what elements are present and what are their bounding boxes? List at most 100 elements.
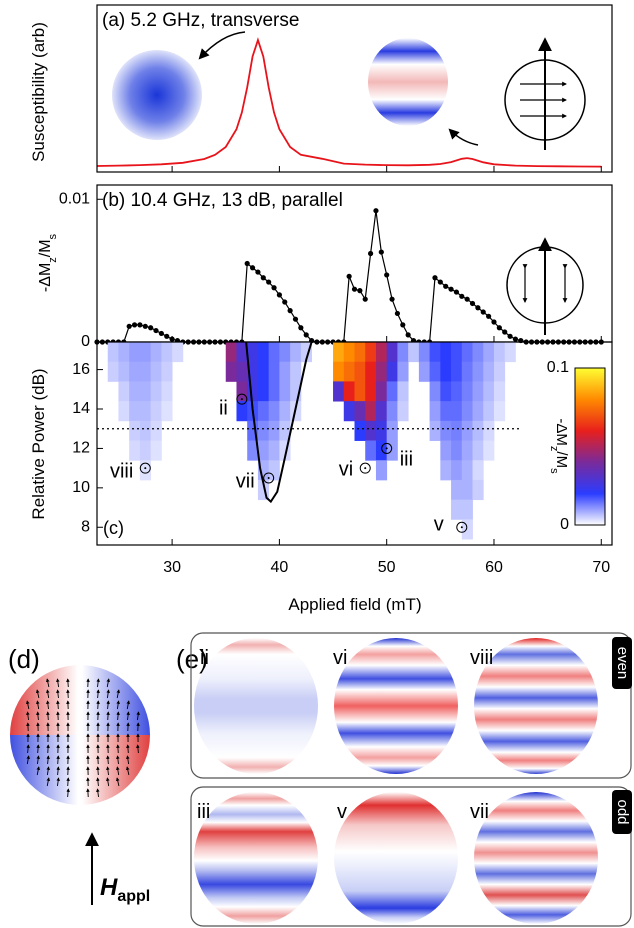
y-tick-label: 16: [72, 361, 90, 378]
field-subscript: appl: [117, 888, 150, 905]
data-point: [153, 327, 159, 334]
heat-cell: [129, 361, 141, 382]
magnetization-map: [10, 665, 150, 805]
field-arrow: [66, 689, 70, 699]
data-point: [244, 260, 250, 267]
data-point: [491, 319, 497, 325]
heat-cell: [451, 479, 463, 501]
colorbar: [574, 367, 606, 526]
field-arrow: [45, 678, 50, 688]
heat-cell: [247, 361, 259, 382]
data-point: [282, 299, 288, 305]
heat-cell: [118, 361, 130, 382]
heat-cell: [333, 381, 345, 402]
group-box: [190, 632, 632, 779]
heat-cell: [279, 361, 291, 382]
mode-label: vi: [333, 647, 347, 669]
plot-frame: [96, 4, 613, 173]
field-arrow: [26, 711, 30, 721]
heat-cell: [268, 460, 280, 481]
mode-label: iii: [400, 449, 413, 471]
heat-cell: [236, 381, 248, 402]
mode-point: [263, 472, 275, 484]
field-arrow: [106, 678, 110, 688]
mode-point: [456, 521, 468, 533]
heat-cell: [365, 361, 377, 382]
mode-image: [194, 638, 318, 774]
data-point: [394, 310, 401, 317]
mode-point: [381, 442, 393, 454]
x-axis-label: Applied field (mT): [288, 595, 421, 614]
heat-cell: [375, 342, 388, 363]
heat-cell: [461, 479, 473, 501]
heat-cell: [493, 361, 506, 382]
heat-cell: [247, 381, 259, 402]
field-arrows: [26, 678, 140, 798]
field-arrow: [106, 711, 110, 721]
field-arrow: [36, 744, 40, 754]
mode-image: [194, 792, 318, 924]
heat-cell: [290, 381, 302, 402]
heat-cell: [236, 342, 248, 363]
plot-frame: [96, 341, 613, 546]
field-arrow: [116, 766, 120, 776]
y-axis-label: Susceptibility (arb): [29, 22, 48, 162]
mode-label: ii: [200, 647, 209, 669]
heat-cell: [440, 401, 452, 422]
heat-cell: [279, 420, 291, 441]
heat-cell: [343, 342, 355, 363]
heat-cell: [461, 519, 473, 540]
heat-cell: [440, 460, 452, 481]
data-point: [459, 293, 465, 299]
mode-label: ii: [219, 397, 228, 419]
data-point: [480, 309, 486, 315]
mode-image: [474, 638, 598, 774]
data-point: [298, 325, 304, 331]
heat-cell: [279, 381, 291, 402]
heat-cell: [461, 440, 473, 461]
heat-cell: [375, 381, 388, 402]
heat-cell: [247, 342, 259, 363]
inset-a: [112, 31, 586, 150]
heat-cell: [365, 440, 377, 461]
heat-cell: [483, 381, 495, 402]
colorbar-label-part: -ΔM: [553, 418, 570, 446]
mode-label: v: [337, 801, 347, 823]
mode-label: vii: [236, 470, 255, 492]
y-axis-label-part: z: [47, 257, 59, 263]
heat-cell: [257, 420, 270, 441]
data-point: [378, 249, 384, 255]
heat-cell: [257, 440, 270, 461]
field-arrow: [96, 788, 100, 798]
data-point: [502, 329, 508, 335]
heat-cell: [257, 401, 270, 422]
mode-label: v: [434, 514, 444, 536]
heat-cell: [257, 460, 270, 481]
field-arrow: [66, 788, 70, 798]
heat-cell: [365, 401, 377, 422]
heat-cell: [139, 361, 152, 382]
field-arrow: [26, 744, 30, 754]
field-arrow: [56, 678, 60, 688]
field-arrow: [116, 744, 120, 754]
heat-cell: [472, 401, 484, 422]
heat-cell: [268, 342, 280, 363]
group-name: even: [614, 647, 631, 680]
field-arrow: [26, 700, 30, 710]
mode-label: iii: [197, 801, 210, 823]
field-arrow: [126, 755, 130, 765]
data-point: [287, 308, 293, 314]
heat-cell: [451, 401, 463, 422]
data-point: [249, 265, 256, 271]
field-arrow: [116, 755, 120, 765]
heat-cell: [429, 381, 441, 402]
data-point: [351, 286, 358, 292]
y-axis-label-part: -ΔM: [37, 263, 54, 292]
panel-label: (e): [176, 644, 208, 674]
inset-b: [506, 237, 584, 335]
y-tick-label: 0: [81, 333, 90, 350]
heat-cell: [440, 342, 452, 363]
mode-label: viii: [470, 647, 493, 669]
heat-cell: [343, 401, 355, 422]
